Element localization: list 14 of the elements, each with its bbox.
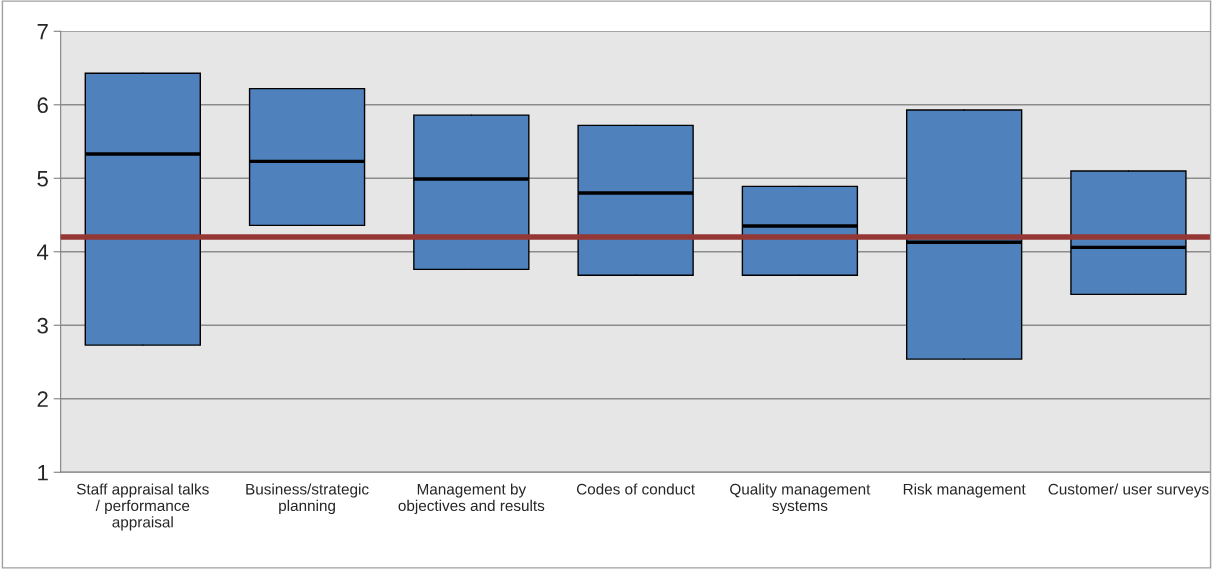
x-tick-label: Codes of conduct [576,483,695,495]
y-tick-label: 4 [37,244,49,260]
x-tick-label: Staff appraisal talks / performance appraisal [76,483,209,531]
y-tick-label: 1 [38,465,48,481]
y-tick-label: 2 [37,391,48,407]
x-tick-label: Business/strategic planning [246,483,369,515]
y-tick-label: 5 [37,171,48,187]
y-tick-label: 7 [37,24,48,40]
x-tick-label: Quality management systems [730,483,871,515]
y-tick-label: 3 [37,317,48,334]
x-tick-label: Management by objectives and results [398,483,545,515]
x-tick-label: Customer/ user surveys [1048,483,1209,498]
y-tick-label: 6 [37,97,48,114]
x-tick-label: Risk management [903,483,1026,498]
